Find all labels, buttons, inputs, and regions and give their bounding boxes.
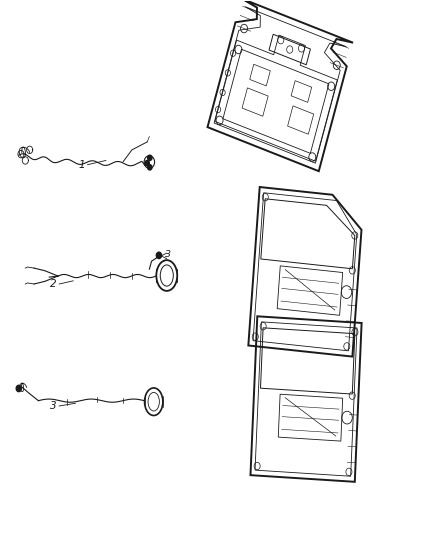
Circle shape [145, 160, 149, 166]
Text: 2: 2 [50, 279, 57, 289]
Circle shape [148, 165, 152, 170]
Circle shape [16, 385, 21, 392]
Text: 1: 1 [78, 160, 85, 169]
Circle shape [156, 252, 162, 259]
Text: 3: 3 [50, 401, 57, 411]
Text: 3: 3 [165, 251, 170, 260]
Circle shape [148, 155, 152, 160]
